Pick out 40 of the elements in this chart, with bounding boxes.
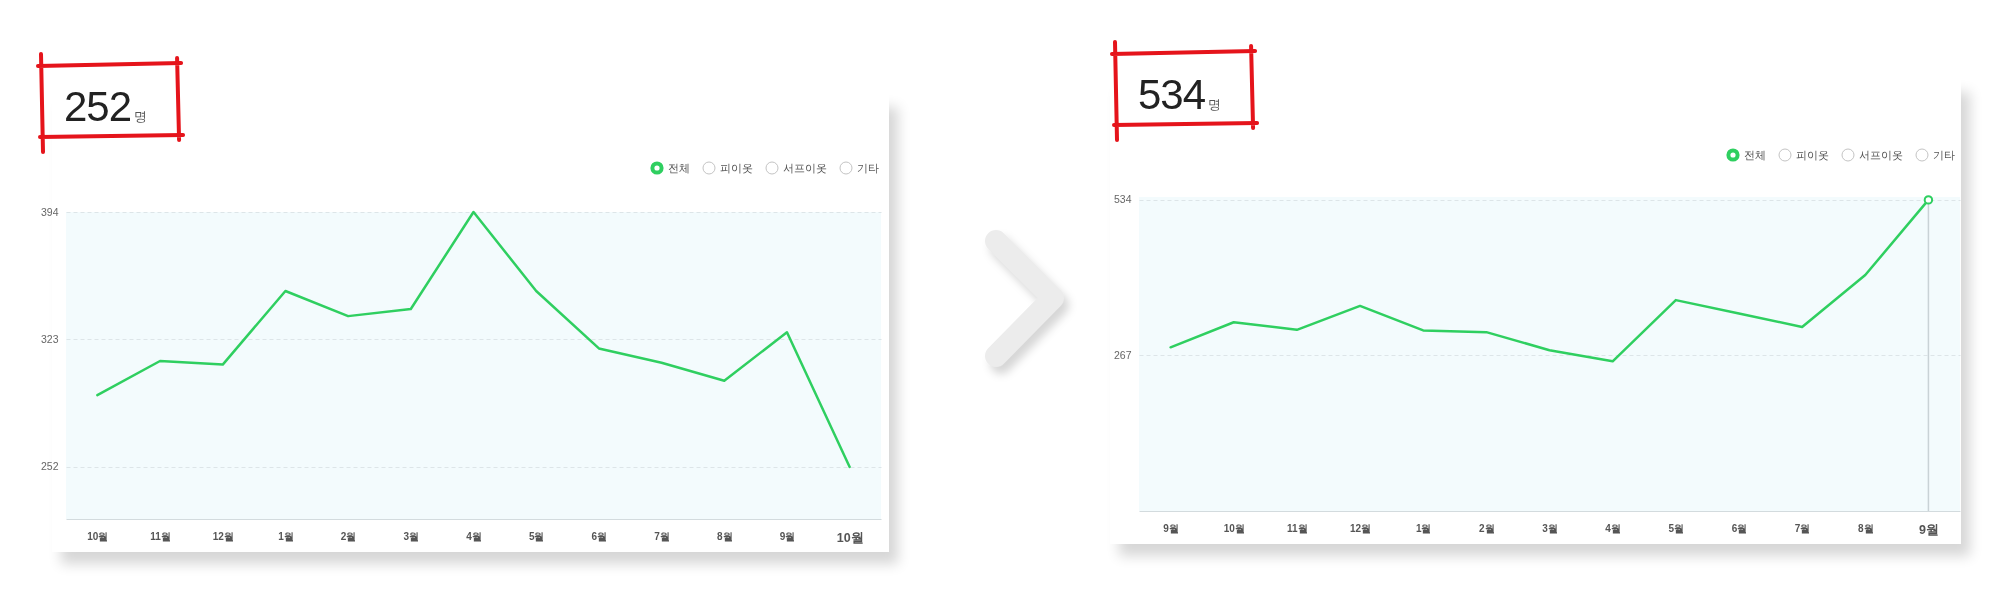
x-tick-label: 8월: [1857, 522, 1874, 534]
y-tick-label: 267: [1113, 348, 1132, 361]
x-tick-label: 12월: [1349, 522, 1372, 534]
x-tick-label: 11월: [150, 530, 171, 542]
x-tick-label: 4월: [466, 530, 482, 542]
text: 피이옷: [720, 160, 753, 176]
line-series: [96, 210, 851, 469]
text: 서프이옷: [1859, 147, 1903, 163]
legend-label: 전체: [668, 160, 690, 176]
text: 서프이옷: [783, 160, 827, 176]
text: 피이옷: [1796, 147, 1829, 163]
x-tick-label: 7월: [654, 530, 670, 542]
x-tick-label: 9월: [779, 530, 796, 542]
x-tick-label: 8월: [716, 530, 733, 542]
legend-label: 전체: [1744, 147, 1766, 163]
x-tick-label: 9월: [1163, 522, 1179, 534]
x-tick-label: 5월: [528, 530, 545, 542]
text: 기타: [857, 160, 879, 176]
x-tick-label: 2월: [1479, 522, 1495, 534]
x-tick-label: 4월: [1605, 522, 1621, 534]
x-tick-label: 7월: [1794, 522, 1811, 534]
x-tick-label: 10월: [836, 530, 864, 545]
x-tick-label: 3월: [1542, 522, 1558, 534]
x-tick-label: 11월: [1287, 522, 1308, 534]
x-tick-label: 12월: [212, 530, 234, 542]
x-tick-label: 6월: [1731, 522, 1748, 534]
x-tick-label: 1월: [1415, 522, 1432, 534]
text: 기타: [1933, 147, 1955, 163]
y-tick-label: 323: [40, 332, 59, 345]
x-tick-label: 10월: [1223, 522, 1245, 534]
x-tick-label: 2월: [340, 530, 357, 542]
y-tick-label: 534: [1113, 193, 1132, 206]
y-tick-label: 394: [40, 205, 59, 218]
x-tick-label: 1월: [278, 530, 294, 542]
y-tick-label: 252: [40, 460, 59, 473]
x-tick-label: 6월: [591, 530, 608, 542]
x-tick-label: 3월: [403, 530, 420, 542]
x-tick-label: 10월: [87, 530, 109, 542]
x-tick-label: 9월: [1918, 522, 1939, 537]
x-tick-label: 5월: [1668, 522, 1685, 534]
